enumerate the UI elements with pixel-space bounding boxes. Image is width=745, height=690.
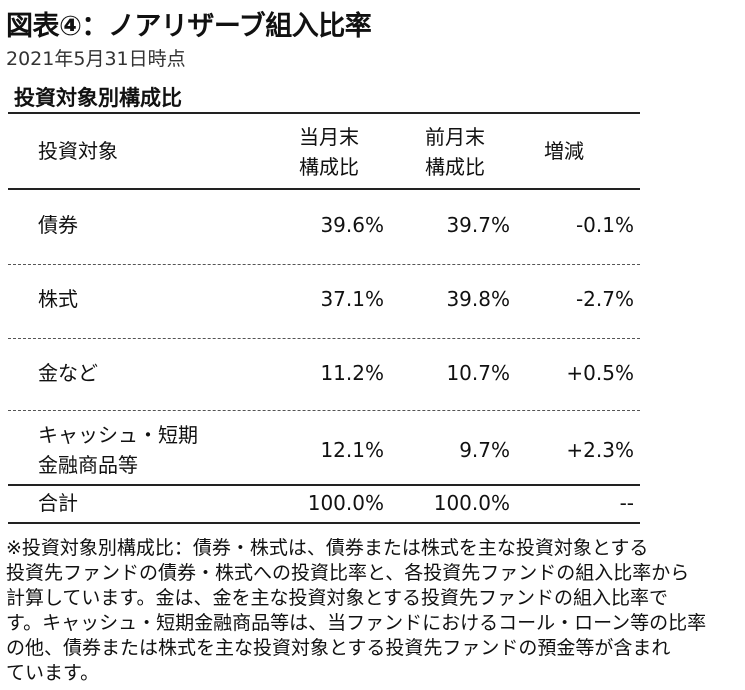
total-row: 合計 100.0% 100.0% -- [8,486,640,520]
row-target-continued: 金融商品等 [38,453,138,477]
row-change: -2.7% [575,287,634,311]
header-bottom-rule [8,188,640,190]
figure-title: 図表④：ノアリザーブ組入比率 [6,11,372,42]
row-divider [8,410,640,411]
footnote-line: ています。 [6,662,100,684]
table-bottom-rule [8,522,640,524]
as-of-date: 2021年5月31日時点 [6,48,186,70]
row-change: +0.5% [566,361,634,385]
table-row: キャッシュ・短期 金融商品等 12.1% 9.7% +2.3% [8,418,640,482]
section-title: 投資対象別構成比 [14,86,182,110]
row-previous-ratio: 39.8% [446,287,510,311]
row-previous-ratio: 9.7% [459,438,510,462]
row-current-ratio: 37.1% [320,287,384,311]
footnote-line: す。キャッシュ・短期金融商品等は、当ファンドにおけるコール・ローン等の比率 [6,612,707,634]
footnote-line: 投資先ファンドの債券・株式への投資比率と、各投資先ファンドの組入比率から [6,562,690,584]
total-top-rule [8,484,640,486]
total-previous-ratio: 100.0% [433,491,510,515]
footnote-line: 計算しています。金は、金を主な投資対象とする投資先ファンドの組入比率で [6,587,668,609]
header-target: 投資対象 [38,139,118,163]
header-current-line2: 構成比 [299,155,359,179]
row-target: 株式 [38,287,78,311]
table-header-row: 投資対象 当月末 構成比 前月末 構成比 増減 [8,120,640,184]
header-current-line1: 当月末 [299,125,359,149]
header-change: 増減 [544,139,584,163]
row-current-ratio: 39.6% [320,213,384,237]
row-previous-ratio: 10.7% [446,361,510,385]
row-change: -0.1% [575,213,634,237]
header-previous-line1: 前月末 [425,125,485,149]
table-top-rule [8,112,640,114]
row-current-ratio: 12.1% [320,438,384,462]
row-change: +2.3% [566,438,634,462]
table-row: 債券 39.6% 39.7% -0.1% [8,208,640,242]
total-current-ratio: 100.0% [307,491,384,515]
table-row: 金など 11.2% 10.7% +0.5% [8,356,640,390]
footnote: ※投資対象別構成比：債券・株式は、債券または株式を主な投資対象とする 投資先ファ… [6,536,742,686]
header-previous-line2: 構成比 [425,155,485,179]
total-label: 合計 [38,491,78,515]
row-divider [8,264,640,265]
footnote-line: ※投資対象別構成比：債券・株式は、債券または株式を主な投資対象とする [6,537,649,559]
row-previous-ratio: 39.7% [446,213,510,237]
row-target: 債券 [38,213,78,237]
table-row: 株式 37.1% 39.8% -2.7% [8,282,640,316]
row-divider [8,338,640,339]
total-change: -- [619,491,634,515]
row-target: 金など [38,361,98,385]
row-target: キャッシュ・短期 [38,423,198,447]
row-current-ratio: 11.2% [320,361,384,385]
footnote-line: の他、債券または株式を主な投資対象とする投資先ファンドの預金等が含まれ [6,637,671,659]
